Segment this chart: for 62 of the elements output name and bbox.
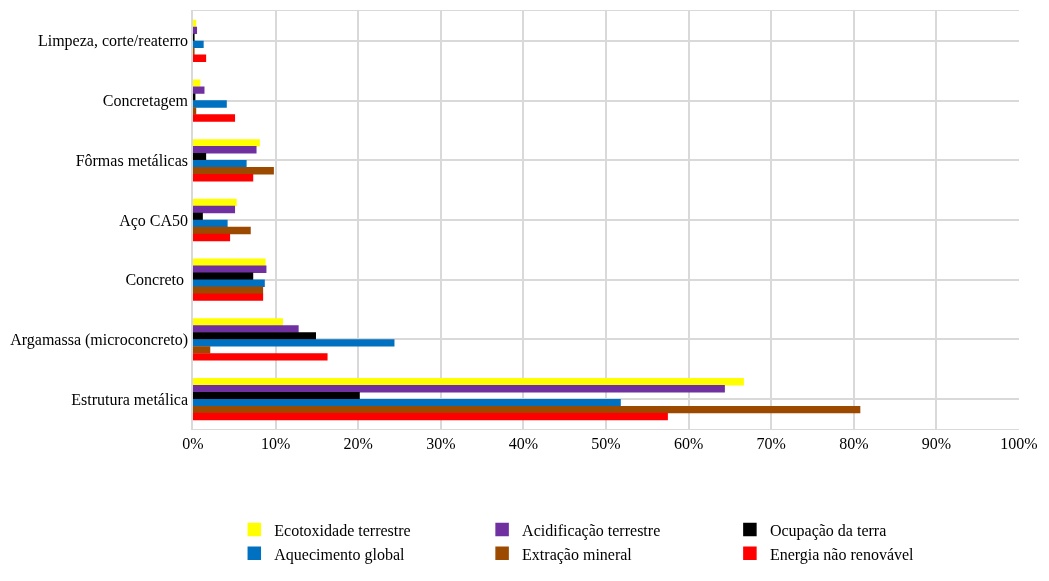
- y-tick-label: Fôrmas metálicas: [75, 151, 189, 169]
- bar: [193, 318, 283, 326]
- y-tick-label: Limpeza, corte/reaterro: [37, 32, 189, 51]
- legend-label: Ecotoxidade terrestre: [274, 521, 411, 539]
- bar: [193, 346, 211, 354]
- bar: [193, 258, 266, 267]
- bar: [193, 160, 247, 168]
- bar: [193, 279, 265, 287]
- bar: [193, 391, 360, 400]
- y-tick-label: Concretagem: [102, 92, 189, 111]
- bar: [193, 339, 395, 347]
- x-tick-label: 60%: [673, 435, 704, 453]
- bar: [193, 293, 264, 301]
- x-tick-label: 0%: [182, 435, 204, 453]
- x-tick-label: 40%: [508, 435, 539, 453]
- bar: [193, 107, 197, 115]
- bar: [193, 405, 861, 414]
- x-tick-label: 10%: [260, 435, 291, 453]
- bar: [193, 167, 274, 175]
- y-tick-label: Concreto: [125, 271, 189, 289]
- bar: [193, 54, 207, 62]
- x-tick-label: 20%: [343, 435, 373, 453]
- bar: [193, 226, 251, 235]
- legend-label: Ocupação da terra: [769, 521, 887, 540]
- x-tick-label: 30%: [426, 435, 456, 453]
- bar: [193, 286, 264, 294]
- y-tick-label: Argamassa (microconcreto): [10, 331, 189, 350]
- legend-label: Extração mineral: [522, 545, 633, 564]
- bar: [193, 265, 267, 273]
- bar: [193, 79, 201, 87]
- bar: [193, 412, 668, 421]
- bar: [193, 198, 237, 207]
- x-tick-label: 70%: [756, 435, 786, 453]
- bar: [193, 153, 207, 161]
- bar: [193, 378, 744, 386]
- x-tick-label: 80%: [839, 435, 869, 453]
- bar: [193, 19, 197, 28]
- bar: [193, 173, 254, 182]
- legend-label: Energia não renovável: [769, 545, 915, 564]
- bar: [193, 353, 328, 361]
- bar: [193, 384, 725, 393]
- bar: [193, 26, 198, 35]
- x-tick-label: 90%: [921, 435, 952, 453]
- bar: [193, 219, 228, 228]
- legend-label: Acidificação terrestre: [522, 521, 661, 540]
- legend-label: Aquecimento global: [274, 545, 406, 564]
- bar: [193, 398, 621, 407]
- y-tick-label: Aço CA50: [119, 211, 189, 230]
- bar: [193, 139, 260, 147]
- bar: [193, 205, 236, 214]
- bar: [193, 233, 231, 242]
- bar: [193, 40, 204, 49]
- bar: [193, 100, 227, 108]
- bar: [193, 146, 257, 154]
- x-tick-label: 50%: [591, 435, 621, 453]
- bar: [193, 325, 299, 333]
- bar: [193, 332, 316, 340]
- bar: [193, 86, 205, 94]
- bar: [193, 114, 236, 122]
- bar: [193, 212, 203, 221]
- x-tick-label: 100%: [1000, 435, 1038, 453]
- y-tick-label: Estrutura metálica: [71, 390, 189, 408]
